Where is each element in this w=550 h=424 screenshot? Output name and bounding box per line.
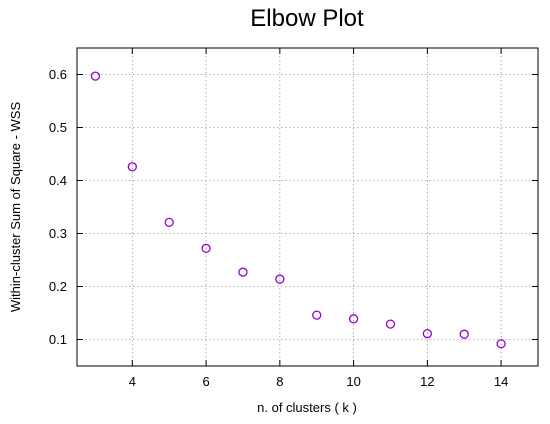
- data-point: [422, 329, 433, 339]
- data-point: [90, 71, 101, 81]
- data-point: [164, 217, 174, 228]
- y-tick-label: 0.6: [49, 67, 67, 82]
- data-point: [385, 319, 396, 329]
- x-axis-label: n. of clusters ( k ): [257, 400, 357, 415]
- y-tick-label: 0.2: [49, 279, 67, 294]
- y-tick-label: 0.1: [49, 332, 67, 347]
- data-point: [459, 329, 469, 339]
- x-tick-label: 10: [346, 374, 360, 389]
- y-axis-label: Within-cluster Sum of Square - WSS: [8, 102, 23, 313]
- y-tick-label: 0.3: [49, 226, 67, 241]
- plot-frame: [76, 47, 539, 367]
- y-tick-label: 0.4: [49, 173, 67, 188]
- x-tick-label: 4: [129, 374, 136, 389]
- data-point: [275, 274, 285, 284]
- data-point: [496, 339, 506, 349]
- x-tick-label: 12: [420, 374, 434, 389]
- data-point: [201, 243, 211, 253]
- data-point: [127, 162, 137, 172]
- data-point: [238, 267, 248, 277]
- x-tick-label: 6: [202, 374, 209, 389]
- x-tick-label: 8: [276, 374, 283, 389]
- x-tick-label: 14: [494, 374, 508, 389]
- axis-ticks: 4 6 8 10 12 14 0.1 0.2 0.3 0.4 0.5 0.6: [49, 48, 538, 389]
- y-tick-label: 0.5: [49, 120, 67, 135]
- data-point: [348, 314, 359, 324]
- chart-title: Elbow Plot: [250, 5, 364, 32]
- data-point: [312, 310, 322, 320]
- data-points: [90, 71, 506, 349]
- grid: [77, 48, 538, 366]
